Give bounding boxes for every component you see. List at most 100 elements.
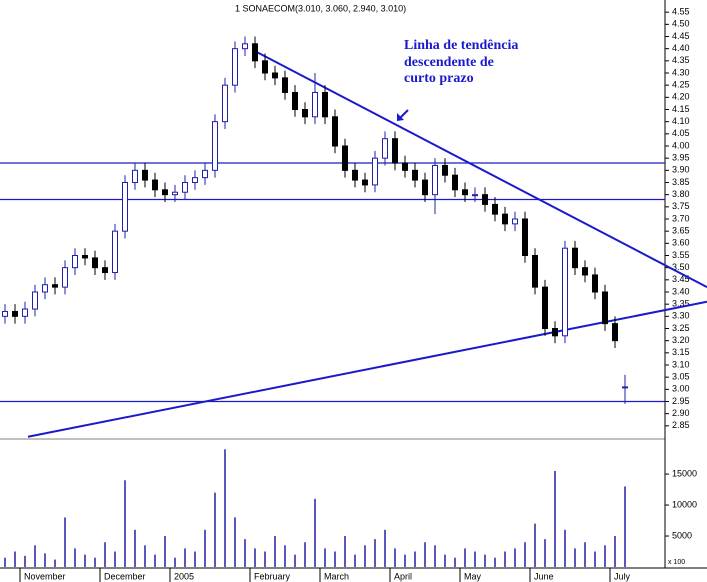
candle-body [182, 182, 188, 193]
volume-bar [574, 548, 576, 567]
y-tick-label: 3.60 [672, 238, 690, 248]
volume-bar [104, 542, 106, 567]
y-tick-label: 4.25 [672, 80, 690, 90]
candle-body [52, 284, 58, 288]
candle-body [362, 179, 368, 186]
volume-bar [454, 557, 456, 567]
volume-bar [384, 529, 386, 567]
candle-body [392, 138, 398, 164]
volume-bar [434, 545, 436, 567]
candle-body [262, 60, 268, 74]
candle-body [302, 109, 308, 118]
y-tick-label: 3.10 [672, 359, 690, 369]
volume-bar [64, 517, 66, 567]
volume-bar [4, 557, 6, 567]
candle-body [312, 91, 318, 118]
annotation-arrow-head [397, 113, 404, 121]
candle-body [592, 274, 598, 293]
y-tick-label: 4.05 [672, 128, 690, 138]
y-tick-label: 3.45 [672, 274, 690, 284]
candle-body [552, 328, 558, 337]
x-tick-label: June [534, 571, 554, 581]
y-tick-label: 4.15 [672, 104, 690, 114]
volume-unit-label: x 100 [668, 559, 685, 566]
volume-bar [174, 557, 176, 567]
candle-body [282, 77, 288, 93]
volume-bar [374, 539, 376, 567]
volume-bar [444, 554, 446, 567]
y-tick-label: 3.35 [672, 299, 690, 309]
y-tick-label: 3.95 [672, 153, 690, 163]
candle-body [172, 191, 178, 196]
x-tick-label: July [614, 571, 631, 581]
y-tick-label: 3.40 [672, 286, 690, 296]
volume-bar [604, 545, 606, 567]
candle-body [352, 169, 358, 181]
candle-body [542, 286, 548, 329]
annotation: Linha de tendência [404, 38, 518, 53]
candle-body [222, 84, 228, 123]
candle-body [562, 247, 568, 337]
candle-body [512, 218, 518, 225]
y-tick-label: 2.90 [672, 408, 690, 418]
volume-bar [464, 548, 466, 567]
volume-bar [524, 542, 526, 567]
volume-bar [124, 480, 126, 567]
candle-body [132, 169, 138, 183]
candle-body [532, 255, 538, 288]
candle-body [42, 284, 48, 293]
y-tick-label: 4.35 [672, 55, 690, 65]
candle-body [602, 291, 608, 325]
candle-body [482, 194, 488, 205]
y-tick-label: 4.20 [672, 92, 690, 102]
candle-body [202, 169, 208, 179]
candle-body [382, 138, 388, 159]
volume-bar [334, 551, 336, 567]
volume-bar [24, 555, 26, 567]
x-tick-label: December [104, 571, 146, 581]
y-tick-label: 3.90 [672, 165, 690, 175]
volume-bar [494, 557, 496, 567]
x-tick-label: November [24, 571, 66, 581]
candle-body [402, 162, 408, 171]
candle-body [142, 169, 148, 181]
volume-bar [184, 548, 186, 567]
volume-bar [624, 486, 626, 567]
volume-bar [244, 539, 246, 567]
volume-bar [414, 551, 416, 567]
volume-bar [44, 553, 46, 567]
candle-body [462, 189, 468, 196]
volume-bar [144, 545, 146, 567]
x-tick-label: February [254, 571, 291, 581]
volume-bar [74, 548, 76, 567]
volume-bar [224, 449, 226, 567]
y-tick-label: 3.25 [672, 323, 690, 333]
y-tick-label: 2.95 [672, 396, 690, 406]
y-tick-label: 3.65 [672, 226, 690, 236]
volume-bar [394, 548, 396, 567]
candle-body [272, 72, 278, 79]
volume-bar [354, 554, 356, 567]
candle-body [572, 247, 578, 269]
volume-bar [594, 551, 596, 567]
candle-body [612, 323, 618, 342]
volume-bar [54, 559, 56, 567]
volume-bar [584, 542, 586, 567]
y-tick-label: 4.55 [672, 7, 690, 17]
y-tick-label: 4.30 [672, 67, 690, 77]
candle-body [232, 48, 238, 86]
candle-body [2, 310, 8, 317]
y-tick-label: 3.50 [672, 262, 690, 272]
y-tick-label: 10000 [672, 499, 697, 509]
volume-bar [164, 536, 166, 567]
y-tick-label: 3.20 [672, 335, 690, 345]
y-tick-label: 3.55 [672, 250, 690, 260]
x-tick-label: April [394, 571, 412, 581]
y-tick-label: 4.00 [672, 140, 690, 150]
annotation: descendente de [404, 55, 494, 70]
candle-body [92, 257, 98, 269]
volume-bar [504, 551, 506, 567]
candle-body [342, 145, 348, 171]
candle-body [112, 230, 118, 274]
